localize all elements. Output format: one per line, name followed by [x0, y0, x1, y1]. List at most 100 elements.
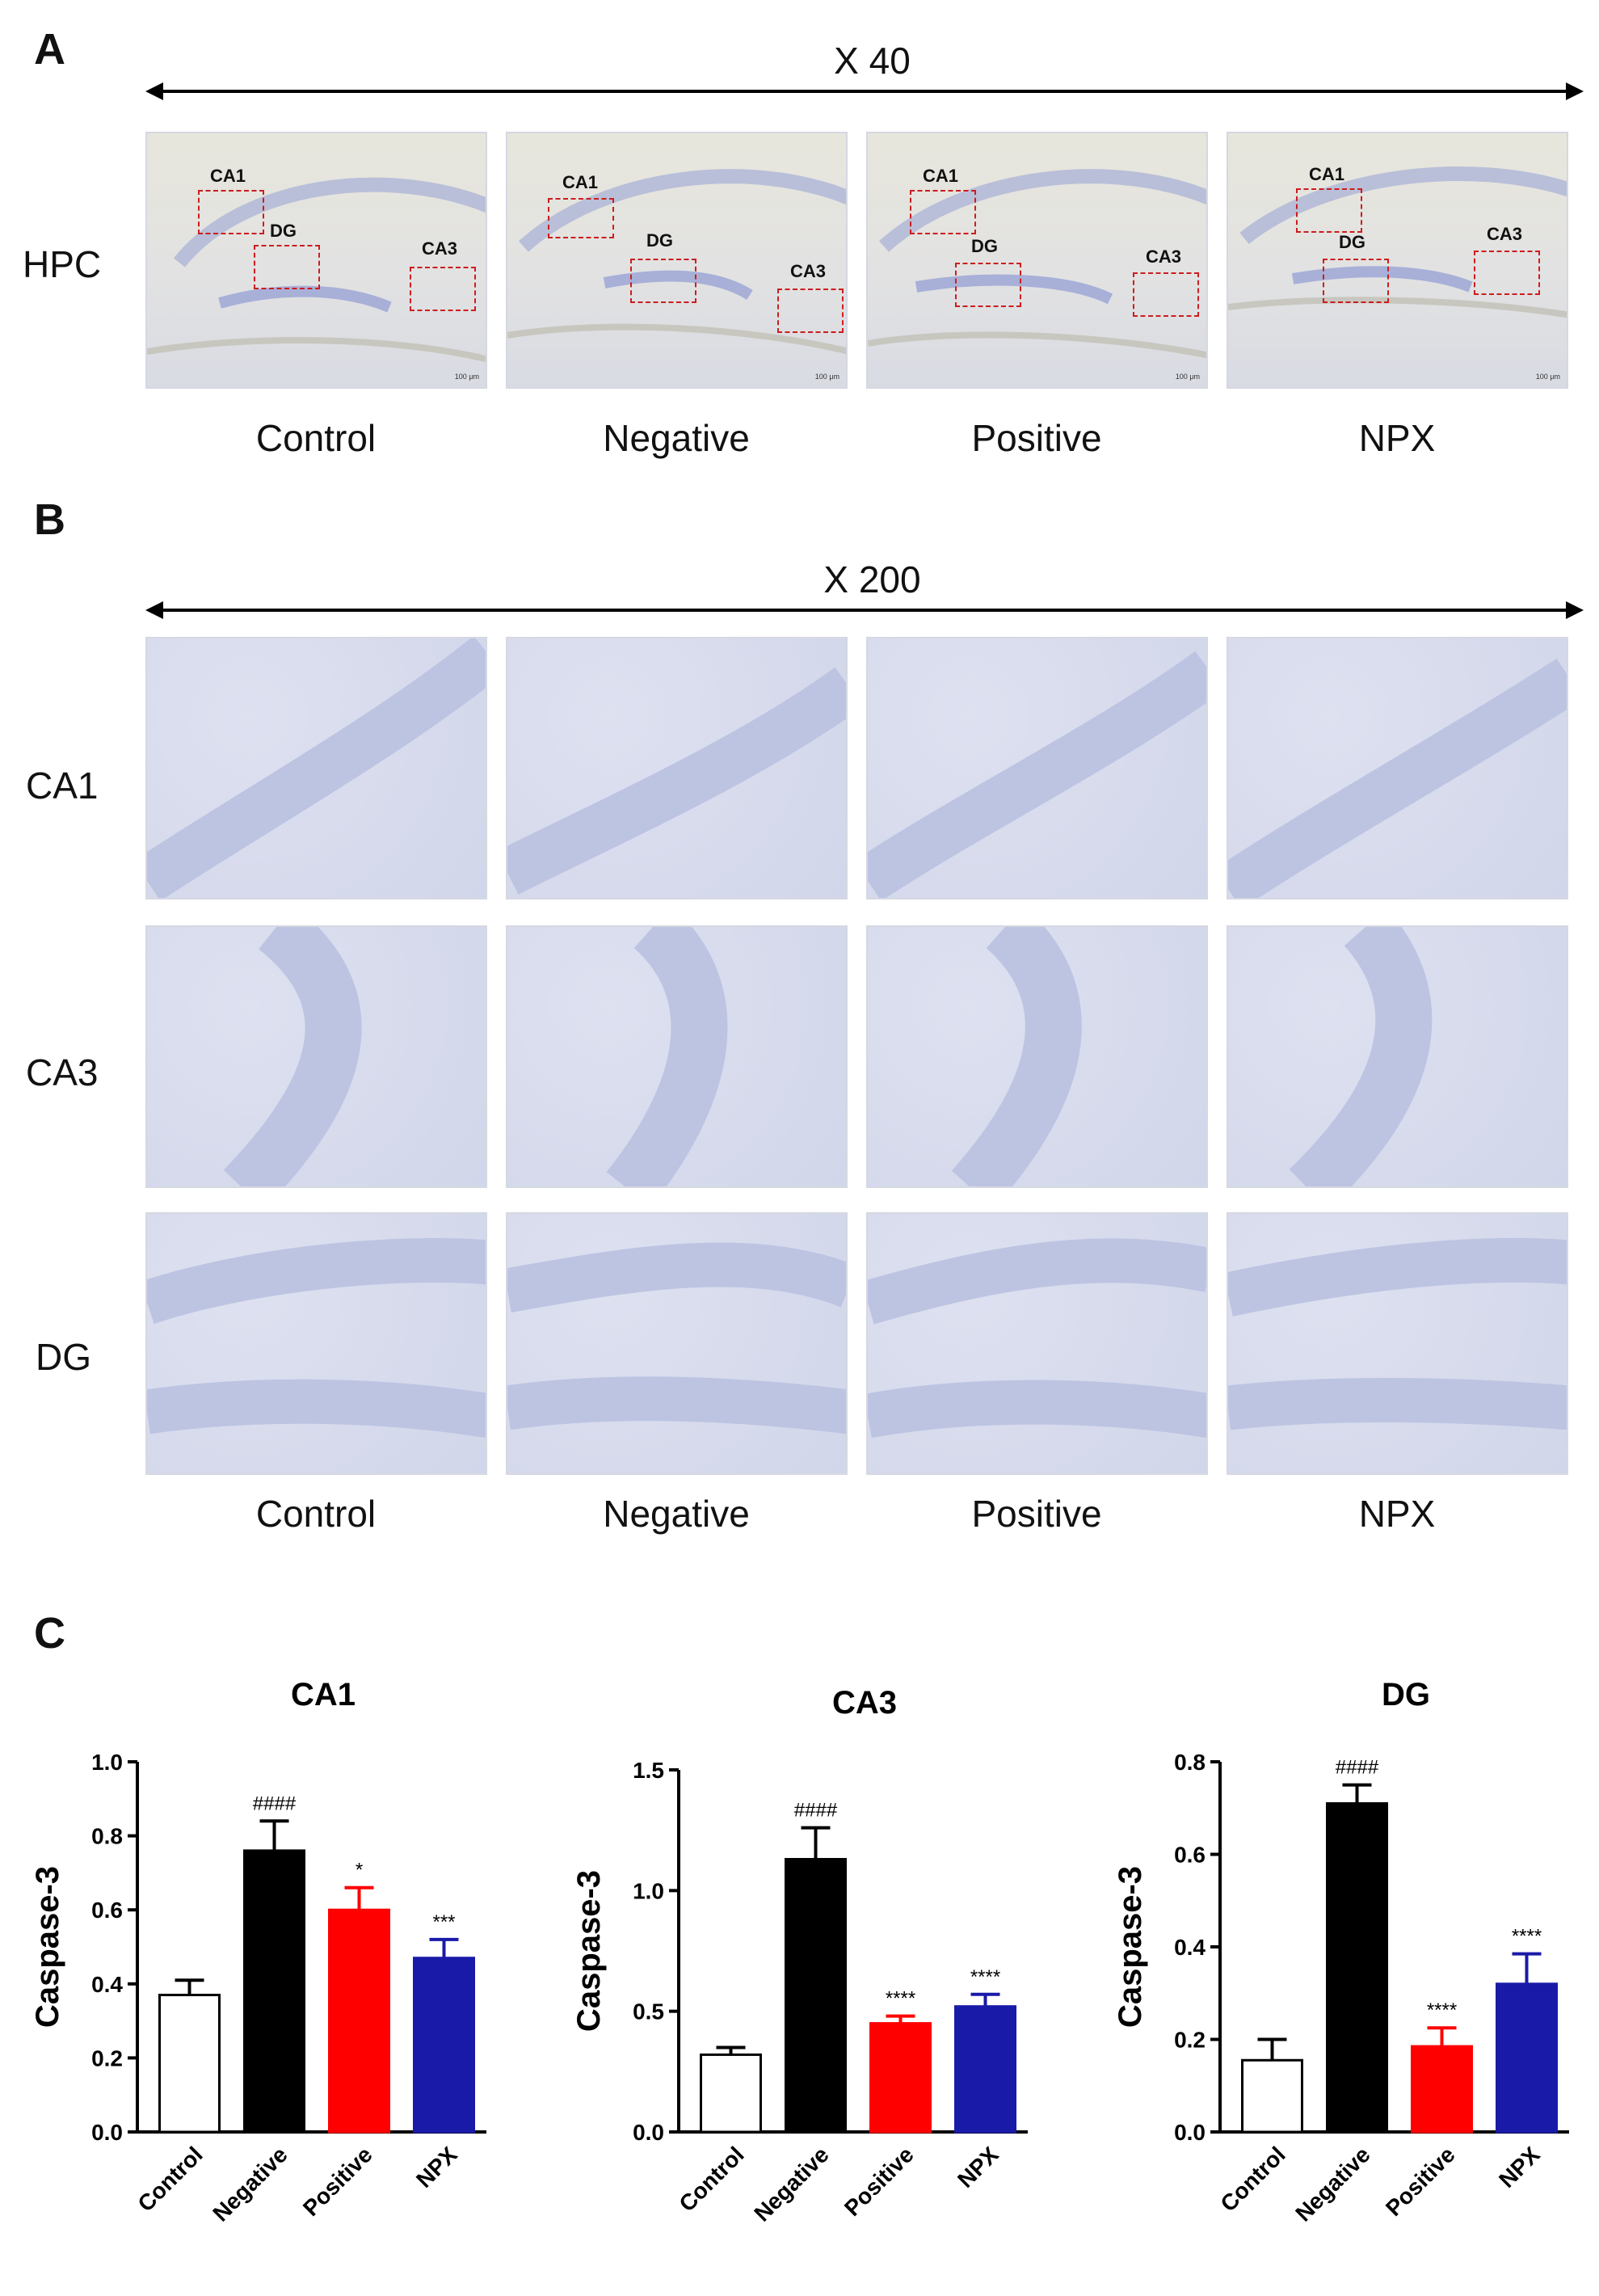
magnification-label-a: X 40	[834, 40, 911, 82]
y-tick-label: 0.5	[633, 1999, 664, 2024]
scale-bar: 100 μm	[454, 373, 479, 381]
ca3-image-positive	[866, 925, 1208, 1188]
y-axis-label: Caspase-3	[30, 1866, 65, 2028]
y-tick-label: 0.4	[1174, 1935, 1206, 1960]
magnification-arrow-a	[145, 82, 1584, 100]
bar-control	[700, 2053, 762, 2134]
scale-bar: 100 μm	[814, 373, 839, 381]
column-label-npx: NPX	[1358, 1493, 1436, 1535]
x-tick-label: Positive	[298, 2142, 377, 2221]
panel-label-b: B	[34, 495, 65, 544]
x-tick-label: Control	[133, 2142, 207, 2216]
bar-npx	[1496, 1982, 1558, 2134]
x-tick-label: Control	[674, 2142, 748, 2216]
y-tick-label: 0.0	[1174, 2120, 1206, 2145]
y-tick-label: 0.4	[91, 1972, 123, 1997]
dg-image-negative	[506, 1212, 848, 1475]
y-tick-label: 1.5	[633, 1758, 664, 1783]
ca1-image-control	[145, 637, 487, 899]
ca3-image-negative	[506, 925, 848, 1188]
bar-positive	[869, 2022, 932, 2134]
significance-label: ****	[886, 1988, 915, 2010]
y-tick-label: 0.8	[91, 1824, 123, 1849]
x-tick-label: Negative	[208, 2142, 292, 2226]
bar-negative	[1326, 1802, 1388, 2134]
x-tick-label: NPX	[953, 2142, 1004, 2193]
bar-negative	[243, 1849, 305, 2134]
ca1-image-npx	[1227, 637, 1568, 899]
y-tick-label: 0.2	[91, 2045, 123, 2071]
y-tick-label: 0.2	[1174, 2028, 1206, 2053]
roi-label-dg: DG	[971, 236, 998, 256]
y-tick-label: 1.0	[633, 1878, 664, 1903]
x-tick-label: NPX	[411, 2142, 462, 2193]
column-label-negative: Negative	[603, 417, 750, 459]
column-label-positive: Positive	[971, 1493, 1102, 1535]
panel-label-a: A	[34, 25, 65, 74]
panel-label-c: C	[34, 1609, 65, 1658]
bar-npx	[413, 1957, 475, 2134]
ca1-image-negative	[506, 637, 848, 899]
roi-label-ca3: CA3	[790, 261, 827, 281]
row-label-dg: DG	[36, 1336, 91, 1378]
dg-image-positive	[866, 1212, 1208, 1475]
bar-positive	[1411, 2045, 1473, 2134]
ca3-image-control	[145, 925, 487, 1188]
dg-image-control	[145, 1212, 487, 1475]
significance-label: ****	[1427, 1999, 1457, 2021]
column-label-npx: NPX	[1358, 417, 1436, 459]
scale-bar: 100 μm	[1175, 373, 1200, 381]
significance-label: ****	[970, 1966, 1000, 1988]
roi-label-ca3: CA3	[1146, 246, 1182, 267]
y-axis-label: Caspase-3	[571, 1870, 607, 2032]
roi-label-ca1: CA1	[923, 166, 959, 186]
bar-npx	[954, 2005, 1016, 2134]
bar-chart-ca3: CA3 Caspase-3 0.0 0.5 1.0 1.5 Control #### Negat…	[571, 1685, 1028, 2226]
roi-label-dg: DG	[1339, 232, 1365, 252]
dg-image-npx	[1227, 1212, 1568, 1475]
ca3-image-npx	[1227, 925, 1568, 1188]
column-label-negative: Negative	[603, 1493, 750, 1535]
x-tick-label: Negative	[1290, 2142, 1374, 2226]
y-tick-label: 0.0	[91, 2120, 123, 2145]
significance-label: ####	[1336, 1757, 1379, 1779]
x-tick-label: Positive	[839, 2142, 919, 2221]
roi-label-ca3: CA3	[1487, 224, 1523, 244]
x-tick-label: Positive	[1381, 2142, 1460, 2221]
column-label-positive: Positive	[971, 417, 1102, 459]
magnification-arrow-b	[145, 601, 1584, 619]
x-tick-label: NPX	[1494, 2142, 1545, 2193]
significance-label: ***	[432, 1911, 455, 1933]
bar-chart-ca1: CA1 Caspase-3 0.0 0.2 0.4 0.6 0.8 1.0 Control ###…	[30, 1677, 486, 2226]
row-label-ca3: CA3	[26, 1051, 99, 1093]
significance-label: ****	[1512, 1926, 1542, 1948]
roi-label-ca1: CA1	[562, 172, 599, 192]
magnification-label-b: X 200	[823, 558, 921, 600]
y-tick-label: 0.8	[1174, 1750, 1206, 1775]
significance-label: *	[356, 1860, 363, 1881]
hpc-image-npx: CA1 DG CA3 100 μm	[1227, 132, 1568, 389]
y-axis-label: Caspase-3	[1113, 1866, 1148, 2028]
roi-label-dg: DG	[646, 230, 673, 251]
scale-bar: 100 μm	[1535, 373, 1560, 381]
x-tick-label: Negative	[749, 2142, 833, 2226]
column-label-control: Control	[255, 1493, 377, 1535]
column-label-control: Control	[255, 417, 377, 459]
y-tick-label: 0.6	[91, 1898, 123, 1923]
y-tick-label: 1.0	[91, 1750, 123, 1775]
y-tick-label: 0.0	[633, 2120, 664, 2145]
hpc-image-control: CA1 DG CA3 100 μm	[145, 132, 487, 389]
bar-chart-dg: DG Caspase-3 0.0 0.2 0.4 0.6 0.8 Control #### Neg…	[1113, 1677, 1569, 2226]
bar-control	[158, 1994, 221, 2134]
x-tick-label: Control	[1215, 2142, 1290, 2216]
bar-positive	[328, 1908, 390, 2134]
row-label-hpc: HPC	[23, 243, 102, 285]
chart-title: CA3	[832, 1685, 897, 1721]
bar-negative	[785, 1858, 847, 2134]
bar-control	[1241, 2058, 1303, 2134]
hpc-image-positive: CA1 DG CA3 100 μm	[866, 132, 1208, 389]
y-tick-label: 0.6	[1174, 1843, 1206, 1868]
significance-label: ####	[253, 1793, 297, 1814]
significance-label: ####	[794, 1800, 838, 1822]
chart-title: DG	[1382, 1677, 1430, 1713]
